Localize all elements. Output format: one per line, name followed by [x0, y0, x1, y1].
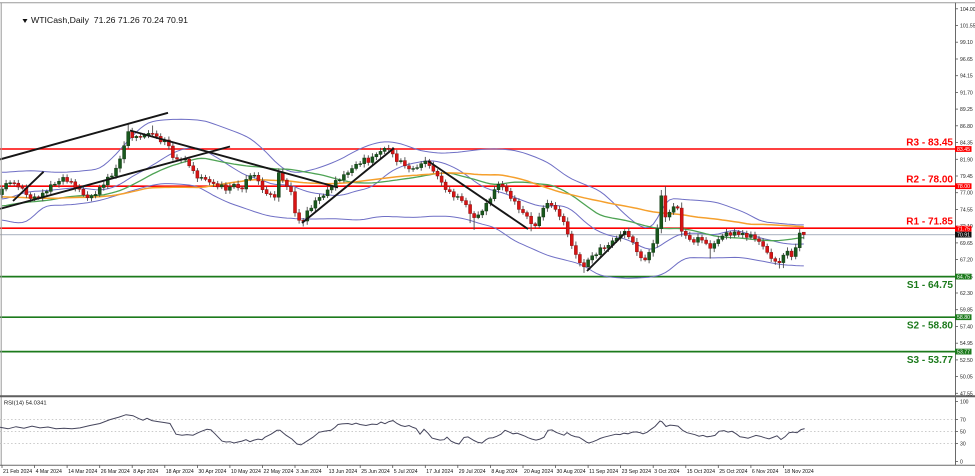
svg-text:84.35: 84.35 [960, 141, 973, 147]
svg-text:58.80: 58.80 [957, 315, 970, 321]
svg-text:50.05: 50.05 [960, 375, 973, 381]
svg-text:59.85: 59.85 [960, 308, 973, 314]
svg-text:15 Oct 2024: 15 Oct 2024 [687, 469, 715, 475]
svg-text:10 May 2024: 10 May 2024 [231, 469, 261, 475]
svg-text:WTICash,Daily 71.26 71.26 70.: WTICash,Daily 71.26 71.26 70.24 70.91 [31, 15, 188, 25]
svg-text:64.75: 64.75 [957, 275, 970, 281]
svg-text:26 Mar 2024: 26 Mar 2024 [101, 469, 130, 475]
svg-text:79.45: 79.45 [960, 174, 973, 180]
svg-text:71.75: 71.75 [957, 227, 970, 233]
svg-text:91.70: 91.70 [960, 90, 973, 96]
svg-text:18 Nov 2024: 18 Nov 2024 [784, 469, 814, 475]
svg-text:4 Mar 2024: 4 Mar 2024 [36, 469, 62, 475]
svg-text:R2 - 78.00: R2 - 78.00 [906, 175, 953, 186]
svg-text:S2 - 58.80: S2 - 58.80 [907, 321, 954, 332]
svg-text:30 Aug 2024: 30 Aug 2024 [557, 469, 586, 475]
svg-text:23 Sep 2024: 23 Sep 2024 [622, 469, 652, 475]
svg-text:17 Jul 2024: 17 Jul 2024 [426, 469, 453, 475]
svg-text:22 May 2024: 22 May 2024 [264, 469, 294, 475]
svg-text:74.55: 74.55 [960, 207, 973, 213]
svg-text:18 Apr 2024: 18 Apr 2024 [166, 469, 194, 475]
svg-text:RSI(14) 54.0341: RSI(14) 54.0341 [4, 401, 47, 407]
svg-text:83.45: 83.45 [957, 147, 970, 153]
svg-text:30 Apr 2024: 30 Apr 2024 [198, 469, 226, 475]
svg-text:96.65: 96.65 [960, 57, 973, 63]
svg-text:104.00: 104.00 [960, 7, 975, 13]
svg-text:70: 70 [960, 418, 966, 424]
svg-text:53.77: 53.77 [957, 350, 970, 356]
svg-text:30: 30 [960, 442, 966, 448]
svg-text:8 Aug 2024: 8 Aug 2024 [491, 469, 517, 475]
svg-text:29 Jul 2024: 29 Jul 2024 [459, 469, 486, 475]
svg-text:3 Oct 2024: 3 Oct 2024 [654, 469, 679, 475]
svg-text:52.50: 52.50 [960, 358, 973, 364]
svg-text:86.80: 86.80 [960, 124, 973, 130]
svg-text:50: 50 [960, 430, 966, 436]
svg-text:20 Aug 2024: 20 Aug 2024 [524, 469, 553, 475]
svg-text:11 Sep 2024: 11 Sep 2024 [589, 469, 618, 475]
svg-text:47.55: 47.55 [960, 391, 973, 397]
svg-text:62.30: 62.30 [960, 291, 973, 297]
svg-text:S3 - 53.77: S3 - 53.77 [907, 355, 954, 366]
svg-text:67.20: 67.20 [960, 258, 973, 264]
svg-text:0: 0 [960, 460, 963, 466]
svg-text:100: 100 [960, 400, 969, 406]
svg-text:3 Jun 2024: 3 Jun 2024 [296, 469, 322, 475]
svg-text:R1 - 71.85: R1 - 71.85 [906, 217, 953, 228]
svg-text:101.55: 101.55 [960, 24, 975, 30]
svg-text:21 Feb 2024: 21 Feb 2024 [3, 469, 32, 475]
svg-text:14 Mar 2024: 14 Mar 2024 [68, 469, 97, 475]
svg-text:54.95: 54.95 [960, 341, 973, 347]
svg-text:S1 - 64.75: S1 - 64.75 [907, 280, 954, 291]
svg-text:99.10: 99.10 [960, 40, 973, 46]
svg-text:13 Jun 2024: 13 Jun 2024 [329, 469, 358, 475]
svg-text:R3 - 83.45: R3 - 83.45 [906, 138, 953, 149]
svg-text:77.00: 77.00 [960, 191, 973, 197]
svg-text:81.90: 81.90 [960, 157, 973, 163]
svg-text:6 Nov 2024: 6 Nov 2024 [752, 469, 779, 475]
svg-text:89.25: 89.25 [960, 107, 973, 113]
svg-text:78.00: 78.00 [957, 184, 970, 190]
svg-text:70.91: 70.91 [957, 233, 970, 239]
svg-text:94.15: 94.15 [960, 74, 973, 80]
svg-text:5 Jul 2024: 5 Jul 2024 [394, 469, 418, 475]
svg-text:25 Oct 2024: 25 Oct 2024 [719, 469, 747, 475]
svg-text:8 Apr 2024: 8 Apr 2024 [133, 469, 158, 475]
svg-text:25 Jun 2024: 25 Jun 2024 [361, 469, 390, 475]
svg-text:69.65: 69.65 [960, 241, 973, 247]
svg-text:57.40: 57.40 [960, 325, 973, 331]
